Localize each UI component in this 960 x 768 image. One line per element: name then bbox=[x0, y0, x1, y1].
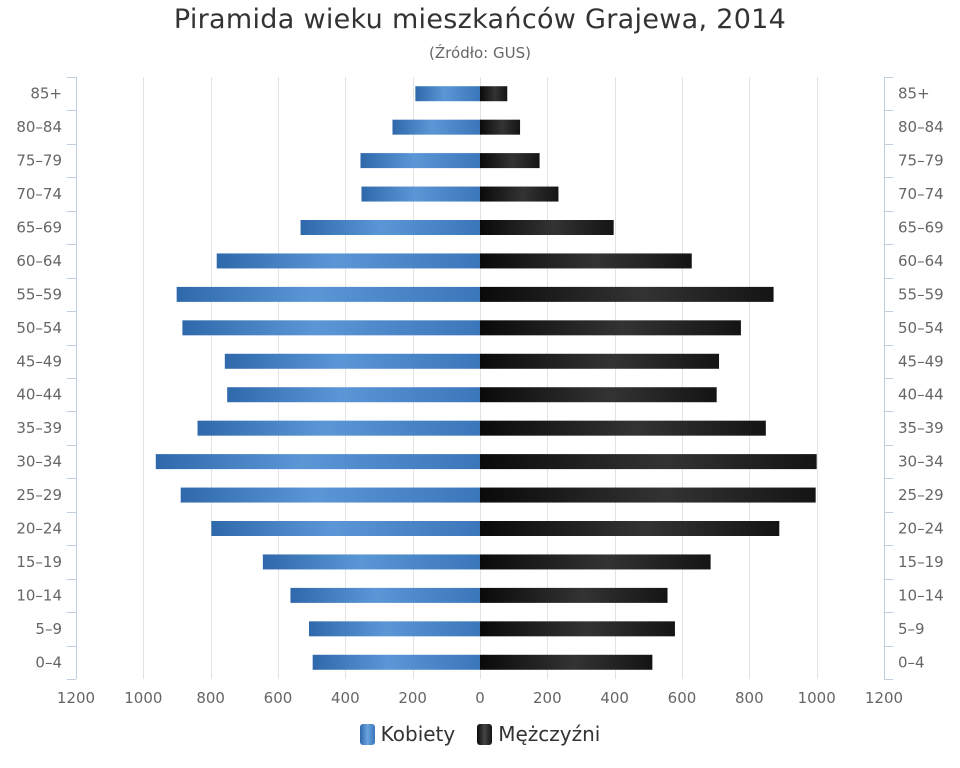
category-label-left: 65–69 bbox=[16, 219, 62, 237]
category-label-right: 60–64 bbox=[898, 252, 944, 270]
x-tick-label: 800 bbox=[735, 689, 764, 707]
category-label-right: 45–49 bbox=[898, 352, 944, 370]
category-label-left: 80–84 bbox=[16, 118, 62, 136]
bar-mezczyzni-45–49[interactable] bbox=[480, 353, 720, 369]
x-tick-label: 800 bbox=[196, 689, 225, 707]
category-label-left: 85+ bbox=[30, 85, 62, 103]
bar-mezczyzni-40–44[interactable] bbox=[480, 387, 717, 403]
category-label-right: 50–54 bbox=[898, 319, 944, 337]
category-label-left: 70–74 bbox=[16, 185, 62, 203]
category-label-right: 0–4 bbox=[898, 653, 925, 671]
category-label-right: 30–34 bbox=[898, 453, 944, 471]
chart-title: Piramida wieku mieszkańców Grajewa, 2014 bbox=[173, 4, 787, 35]
bar-kobiety-35–39[interactable] bbox=[197, 420, 480, 436]
category-label-right: 75–79 bbox=[898, 152, 944, 170]
category-label-right: 15–19 bbox=[898, 553, 944, 571]
bar-mezczyzni-80–84[interactable] bbox=[480, 119, 521, 135]
bar-kobiety-60–64[interactable] bbox=[216, 253, 480, 269]
x-tick-label: 600 bbox=[264, 689, 293, 707]
x-tick-label: 1000 bbox=[798, 689, 836, 707]
legend-label-kobiety: Kobiety bbox=[380, 722, 456, 746]
bar-kobiety-10–14[interactable] bbox=[290, 587, 480, 603]
legend-swatch-kobiety bbox=[359, 723, 375, 745]
category-label-right: 40–44 bbox=[898, 386, 944, 404]
category-label-left: 20–24 bbox=[16, 520, 62, 538]
category-label-left: 50–54 bbox=[16, 319, 62, 337]
x-tick-label: 600 bbox=[668, 689, 697, 707]
bar-kobiety-85+[interactable] bbox=[415, 86, 480, 102]
bar-kobiety-75–79[interactable] bbox=[360, 153, 480, 169]
bar-mezczyzni-60–64[interactable] bbox=[480, 253, 692, 269]
bar-mezczyzni-0–4[interactable] bbox=[480, 654, 653, 670]
x-tick-label: 0 bbox=[475, 689, 485, 707]
category-label-right: 65–69 bbox=[898, 219, 944, 237]
category-label-right: 35–39 bbox=[898, 419, 944, 437]
category-label-right: 55–59 bbox=[898, 285, 944, 303]
legend-label-mezczyzni: Mężczyźni bbox=[498, 722, 601, 746]
legend: Kobiety Mężczyźni bbox=[0, 722, 960, 746]
bar-kobiety-30–34[interactable] bbox=[155, 454, 481, 470]
bar-kobiety-25–29[interactable] bbox=[180, 487, 480, 503]
category-label-left: 75–79 bbox=[16, 152, 62, 170]
bar-kobiety-45–49[interactable] bbox=[224, 353, 480, 369]
category-label-left: 30–34 bbox=[16, 453, 62, 471]
bar-kobiety-5–9[interactable] bbox=[308, 621, 480, 637]
bar-kobiety-20–24[interactable] bbox=[211, 521, 480, 536]
bar-kobiety-80–84[interactable] bbox=[392, 119, 480, 135]
bar-kobiety-70–74[interactable] bbox=[361, 186, 480, 202]
category-label-right: 5–9 bbox=[898, 620, 925, 638]
bar-mezczyzni-55–59[interactable] bbox=[480, 286, 774, 302]
bar-mezczyzni-30–34[interactable] bbox=[480, 454, 817, 470]
x-tick-label: 400 bbox=[331, 689, 360, 707]
category-label-left: 15–19 bbox=[16, 553, 62, 571]
bar-kobiety-40–44[interactable] bbox=[227, 387, 480, 403]
category-label-right: 20–24 bbox=[898, 520, 944, 538]
legend-item-kobiety[interactable]: Kobiety bbox=[359, 722, 456, 746]
bar-kobiety-0–4[interactable] bbox=[312, 654, 480, 670]
bar-kobiety-50–54[interactable] bbox=[182, 320, 481, 336]
bar-mezczyzni-70–74[interactable] bbox=[480, 186, 559, 202]
category-label-left: 40–44 bbox=[16, 386, 62, 404]
category-label-left: 0–4 bbox=[35, 653, 62, 671]
bar-mezczyzni-50–54[interactable] bbox=[480, 320, 741, 336]
category-label-right: 25–29 bbox=[898, 486, 944, 504]
category-label-left: 60–64 bbox=[16, 252, 62, 270]
bar-mezczyzni-75–79[interactable] bbox=[480, 153, 540, 169]
x-tick-label: 1000 bbox=[124, 689, 162, 707]
legend-swatch-mezczyzni bbox=[477, 723, 493, 745]
tick-labels: 0–4 0–4 5–9 5–9 10–14 10–14 15–19 15–19 20–24 20–… bbox=[16, 85, 943, 707]
category-label-left: 5–9 bbox=[35, 620, 62, 638]
category-label-right: 80–84 bbox=[898, 118, 944, 136]
x-tick-label: 1200 bbox=[57, 689, 95, 707]
category-label-left: 25–29 bbox=[16, 486, 62, 504]
category-label-right: 70–74 bbox=[898, 185, 944, 203]
bar-kobiety-15–19[interactable] bbox=[262, 554, 480, 570]
bar-mezczyzni-15–19[interactable] bbox=[480, 554, 711, 570]
bar-mezczyzni-20–24[interactable] bbox=[480, 521, 780, 536]
chart-subtitle: (Źródło: GUS) bbox=[429, 44, 531, 62]
category-label-left: 55–59 bbox=[16, 285, 62, 303]
category-label-left: 45–49 bbox=[16, 352, 62, 370]
bar-mezczyzni-5–9[interactable] bbox=[480, 621, 675, 637]
bar-kobiety-55–59[interactable] bbox=[176, 286, 480, 302]
bar-kobiety-65–69[interactable] bbox=[300, 220, 480, 235]
axes bbox=[67, 77, 893, 680]
bar-mezczyzni-10–14[interactable] bbox=[480, 587, 668, 603]
bar-mezczyzni-65–69[interactable] bbox=[480, 220, 614, 235]
bar-mezczyzni-35–39[interactable] bbox=[480, 420, 766, 436]
x-tick-label: 200 bbox=[398, 689, 427, 707]
category-label-right: 10–14 bbox=[898, 586, 944, 604]
category-label-left: 10–14 bbox=[16, 586, 62, 604]
bar-mezczyzni-25–29[interactable] bbox=[480, 487, 816, 503]
category-label-right: 85+ bbox=[898, 85, 930, 103]
legend-item-mezczyzni[interactable]: Mężczyźni bbox=[477, 722, 600, 746]
x-tick-label: 400 bbox=[600, 689, 629, 707]
bar-mezczyzni-85+[interactable] bbox=[480, 86, 508, 102]
bars bbox=[155, 86, 817, 670]
category-label-left: 35–39 bbox=[16, 419, 62, 437]
x-tick-label: 200 bbox=[533, 689, 562, 707]
x-tick-label: 1200 bbox=[865, 689, 903, 707]
